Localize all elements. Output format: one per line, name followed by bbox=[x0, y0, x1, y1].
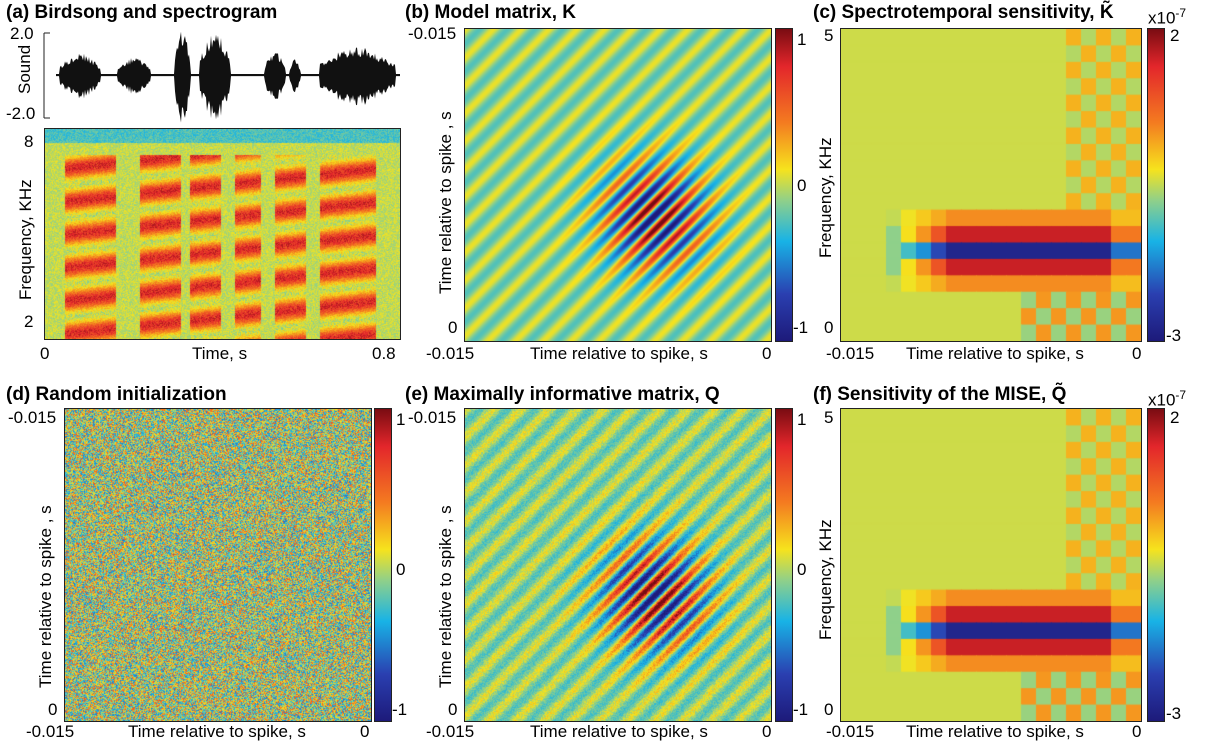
c-x-label: Time relative to spike, s bbox=[906, 344, 1084, 363]
colorbar-c bbox=[1147, 28, 1165, 342]
cbar-e-tick-top: 1 bbox=[797, 410, 807, 429]
f-x-label: Time relative to spike, s bbox=[906, 722, 1084, 741]
sensitivity-q-heatmap bbox=[840, 408, 1142, 722]
cbar-f-tick-bot: -3 bbox=[1166, 704, 1182, 723]
c-y-label: Frequency, KHz bbox=[816, 137, 835, 258]
spectrogram bbox=[44, 128, 401, 340]
colorbar-f bbox=[1147, 408, 1165, 722]
cbar-e-tick-bot: -1 bbox=[793, 700, 809, 719]
f-y-tick-bot: 0 bbox=[824, 700, 834, 719]
max-informative-heatmap bbox=[464, 408, 772, 722]
sound-tick-bottom: -2.0 bbox=[6, 104, 36, 123]
random-init-heatmap bbox=[64, 408, 372, 722]
cbar-e-tick-mid: 0 bbox=[797, 560, 807, 579]
e-y-label: Time relative to spike , s bbox=[436, 505, 455, 688]
panel-d-title: (d) Random initialization bbox=[6, 384, 227, 405]
b-x-tick-0: -0.015 bbox=[426, 344, 475, 363]
cbar-f-tick-top: 2 bbox=[1170, 408, 1180, 427]
d-y-tick-top: -0.015 bbox=[8, 408, 57, 427]
cbar-c-tick-top: 2 bbox=[1170, 26, 1180, 45]
e-x-tick-1: 0 bbox=[762, 722, 772, 741]
b-y-tick-top: -0.015 bbox=[408, 24, 457, 43]
a-x-tick-0: 0 bbox=[40, 344, 50, 363]
e-y-tick-top: -0.015 bbox=[408, 408, 457, 427]
freq-tick-top: 8 bbox=[24, 132, 34, 151]
f-y-label: Frequency, KHz bbox=[816, 519, 835, 640]
c-x-tick-1: 0 bbox=[1132, 344, 1142, 363]
panel-c-title: (c) Spectrotemporal sensitivity, K̃ bbox=[813, 2, 1114, 23]
d-x-tick-0: -0.015 bbox=[26, 722, 75, 741]
e-x-label: Time relative to spike, s bbox=[530, 722, 708, 741]
cbar-b-tick-top: 1 bbox=[797, 30, 807, 49]
a-x-label: Time, s bbox=[192, 344, 248, 363]
cbar-c-scale: x10-7 bbox=[1148, 6, 1187, 28]
c-y-tick-top: 5 bbox=[824, 26, 834, 45]
f-y-tick-top: 5 bbox=[824, 408, 834, 427]
panel-b-title: (b) Model matrix, K bbox=[405, 2, 577, 23]
b-x-label: Time relative to spike, s bbox=[530, 344, 708, 363]
panel-a-title: (a) Birdsong and spectrogram bbox=[6, 2, 278, 23]
freq-tick-bottom: 2 bbox=[24, 312, 34, 331]
f-x-tick-1: 0 bbox=[1132, 722, 1142, 741]
d-x-tick-1: 0 bbox=[360, 722, 370, 741]
cbar-c-tick-bot: -3 bbox=[1166, 326, 1182, 345]
e-y-tick-bot: 0 bbox=[448, 700, 458, 719]
sound-axis-label: Sound bbox=[15, 44, 34, 94]
c-x-tick-0: -0.015 bbox=[826, 344, 875, 363]
d-y-label: Time relative to spike , s bbox=[36, 505, 55, 688]
panel-f-title: (f) Sensitivity of the MISE, Q̃ bbox=[813, 384, 1067, 405]
freq-axis-label: Frequency, KHz bbox=[16, 179, 35, 300]
panel-e-title: (e) Maximally informative matrix, Q bbox=[405, 384, 720, 405]
b-y-tick-bot: 0 bbox=[448, 318, 458, 337]
cbar-d-tick-top: 1 bbox=[396, 410, 406, 429]
d-x-label: Time relative to spike, s bbox=[128, 722, 306, 741]
model-matrix-heatmap bbox=[464, 28, 772, 342]
colorbar-d bbox=[374, 408, 392, 722]
e-x-tick-0: -0.015 bbox=[426, 722, 475, 741]
c-y-tick-bot: 0 bbox=[824, 318, 834, 337]
d-y-tick-bot: 0 bbox=[48, 700, 58, 719]
b-y-label: Time relative to spike , s bbox=[436, 111, 455, 294]
cbar-b-tick-mid: 0 bbox=[797, 176, 807, 195]
colorbar-b bbox=[775, 28, 793, 342]
cbar-b-tick-bot: -1 bbox=[793, 318, 809, 337]
sound-tick-top: 2.0 bbox=[10, 24, 34, 43]
a-x-tick-1: 0.8 bbox=[372, 344, 396, 363]
cbar-d-tick-bot: -1 bbox=[392, 700, 408, 719]
sensitivity-k-heatmap bbox=[840, 28, 1142, 342]
cbar-d-tick-mid: 0 bbox=[396, 560, 406, 579]
b-x-tick-1: 0 bbox=[762, 344, 772, 363]
colorbar-e bbox=[775, 408, 793, 722]
f-x-tick-0: -0.015 bbox=[826, 722, 875, 741]
cbar-f-scale: x10-7 bbox=[1148, 388, 1187, 410]
